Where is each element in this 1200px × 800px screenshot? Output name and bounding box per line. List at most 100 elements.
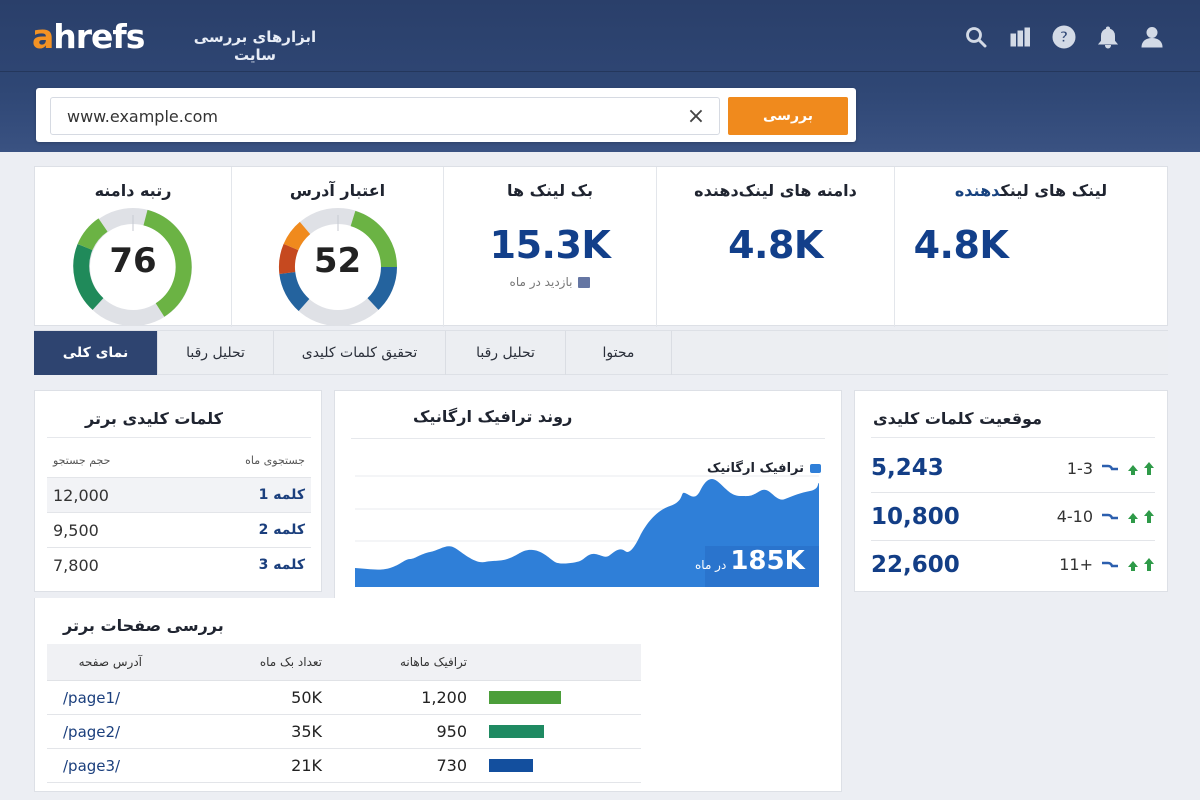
referring-links-value: 4.8K <box>913 223 1009 267</box>
keyword-link[interactable]: کلمه 1 <box>258 487 305 503</box>
top-icons: ? <box>963 24 1165 50</box>
referring-links-title: لینک های لینکدهنده <box>954 181 1108 200</box>
url-rating-value: 52 <box>313 241 362 281</box>
backlinks-metric[interactable]: بک لینک ها 15.3K بازدید در ماه <box>443 167 656 327</box>
top-keywords-title: کلمات کلیدی برتر <box>85 409 223 428</box>
divider <box>47 437 311 438</box>
traffic-bar <box>489 759 533 772</box>
referring-domains-metric[interactable]: دامنه های لینک‌دهنده 4.8K <box>656 167 894 327</box>
header: ahrefs ابزارهای بررسی سایت ? × بررسی <box>0 0 1200 152</box>
page-backlinks: 50K <box>291 688 322 707</box>
page-traffic: 1,200 <box>421 688 467 707</box>
keyword-volume: 9,500 <box>53 520 99 540</box>
organic-traffic-chart-card: روند ترافیک ارگانیک ترافیک ارگانیک در ما… <box>334 390 842 620</box>
traffic-bar <box>489 725 544 738</box>
metrics-panel: رتبه دامنه 76 اعتبار آدرس <box>34 166 1168 327</box>
domain-rating-metric[interactable]: رتبه دامنه 76 <box>35 167 231 327</box>
traffic-bar <box>489 691 561 704</box>
position-range: 11+ <box>1059 555 1093 574</box>
bar-chart-icon[interactable] <box>1007 24 1033 50</box>
table-header: آدرس صفحه تعداد بک ماه ترافیک ماهانه <box>47 644 641 681</box>
top-pages-title: بررسی صفحات برتر <box>63 616 224 635</box>
traffic-area-chart[interactable] <box>355 441 819 591</box>
referring-links-metric[interactable]: لینک های لینکدهنده 4.8K <box>894 167 1167 327</box>
backlinks-value: 15.3K <box>489 223 611 267</box>
table-row[interactable]: کلمه 1 12,000 <box>47 477 311 512</box>
table-row[interactable]: /page2/ 35K 950 <box>47 715 641 749</box>
table-row[interactable]: /page3/ 21K 730 <box>47 749 641 783</box>
up-arrows-icon <box>1127 509 1155 524</box>
search-bar: × بررسی <box>36 88 856 142</box>
domain-rating-value: 76 <box>109 241 157 281</box>
search-icon[interactable] <box>963 24 989 50</box>
divider <box>351 438 825 439</box>
analyze-button[interactable]: بررسی <box>728 97 848 135</box>
table-row[interactable]: کلمه 3 7,800 <box>47 547 311 582</box>
keyword-positions-card: موقعیت کلمات کلیدی 5,243 1-3 10,800 4-10… <box>854 390 1168 592</box>
table-row[interactable]: /page1/ 50K 1,200 <box>47 681 641 715</box>
col-url: آدرس صفحه <box>78 655 142 669</box>
top-pages-card: بررسی صفحات برتر آدرس صفحه تعداد بک ماه … <box>34 598 842 792</box>
clear-icon[interactable]: × <box>686 104 706 129</box>
page-url-link[interactable]: /page3/ <box>63 756 121 775</box>
page-url-link[interactable]: /page2/ <box>63 722 121 741</box>
position-count: 22,600 <box>871 551 960 578</box>
position-row[interactable]: 22,600 11+ <box>871 540 1155 588</box>
url-rating-title: اعتبار آدرس <box>289 181 386 200</box>
ahrefs-logo[interactable]: ahrefs <box>32 17 145 56</box>
url-rating-gauge: 52 <box>278 207 398 327</box>
col-backlinks: تعداد بک ماه <box>259 655 322 669</box>
divider <box>871 437 1155 438</box>
col-traffic: ترافیک ماهانه <box>399 655 467 669</box>
tab-keyword-research[interactable]: تحقیق کلمات کلیدی <box>274 331 446 375</box>
position-count: 5,243 <box>871 455 944 481</box>
col-volume: حجم جستجو <box>53 453 111 467</box>
table-row[interactable]: کلمه 2 9,500 <box>47 512 311 547</box>
keyword-volume: 12,000 <box>53 485 109 505</box>
page-url-link[interactable]: /page1/ <box>63 688 121 707</box>
comment-icon <box>578 276 591 288</box>
tab-overview[interactable]: نمای کلی <box>34 331 158 375</box>
page-backlinks: 35K <box>291 722 322 741</box>
col-keyword: جستجوی ماه <box>245 453 305 467</box>
traffic-callout: در ماه 185K <box>695 546 805 576</box>
position-range: 1-3 <box>1066 458 1093 478</box>
top-bar: ahrefs ابزارهای بررسی سایت ? <box>0 0 1200 72</box>
app-title: ابزارهای بررسی سایت <box>193 28 317 64</box>
page-backlinks: 21K <box>291 756 322 775</box>
trend-line-icon <box>1102 561 1118 567</box>
up-arrows-icon <box>1127 557 1155 572</box>
tab-bar: نمای کلی تحلیل رقبا تحقیق کلمات کلیدی تح… <box>34 330 1168 375</box>
url-input[interactable] <box>50 97 720 135</box>
tab-competitor-analysis-2[interactable]: تحلیل رقبا <box>446 331 566 375</box>
top-keywords-card: کلمات کلیدی برتر جستجوی ماه حجم جستجو کل… <box>34 390 322 592</box>
help-icon[interactable]: ? <box>1051 24 1077 50</box>
bell-icon[interactable] <box>1095 24 1121 50</box>
referring-domains-title: دامنه های لینک‌دهنده <box>694 181 857 200</box>
chart-legend[interactable]: ترافیک ارگانیک <box>707 461 821 476</box>
table-header: جستجوی ماه حجم جستجو <box>47 443 311 477</box>
traffic-value: 185K <box>730 546 805 576</box>
tab-content[interactable]: محتوا <box>566 331 672 375</box>
position-range: 4-10 <box>1056 507 1093 526</box>
svg-text:?: ? <box>1060 28 1069 46</box>
page-traffic: 950 <box>436 722 467 741</box>
keyword-link[interactable]: کلمه 3 <box>258 557 305 573</box>
backlinks-title: بک لینک ها <box>506 181 594 200</box>
referring-domains-value: 4.8K <box>728 223 823 267</box>
tab-competitor-analysis[interactable]: تحلیل رقبا <box>158 331 274 375</box>
traffic-chart-title: روند ترافیک ارگانیک <box>413 407 573 426</box>
position-row[interactable]: 10,800 4-10 <box>871 492 1155 540</box>
keyword-volume: 7,800 <box>53 555 99 575</box>
domain-rating-gauge: 76 <box>73 207 193 327</box>
keyword-link[interactable]: کلمه 2 <box>258 522 305 538</box>
position-count: 10,800 <box>871 503 960 530</box>
position-row[interactable]: 5,243 1-3 <box>871 444 1155 492</box>
user-icon[interactable] <box>1139 24 1165 50</box>
backlinks-subtext: بازدید در ماه <box>444 275 656 289</box>
trend-line-icon <box>1102 513 1118 519</box>
traffic-unit: در ماه <box>695 558 727 572</box>
url-rating-metric[interactable]: اعتبار آدرس 52 <box>231 167 443 327</box>
top-keywords-table: جستجوی ماه حجم جستجو کلمه 1 12,000 کلمه … <box>47 443 311 582</box>
page-traffic: 730 <box>436 756 467 775</box>
